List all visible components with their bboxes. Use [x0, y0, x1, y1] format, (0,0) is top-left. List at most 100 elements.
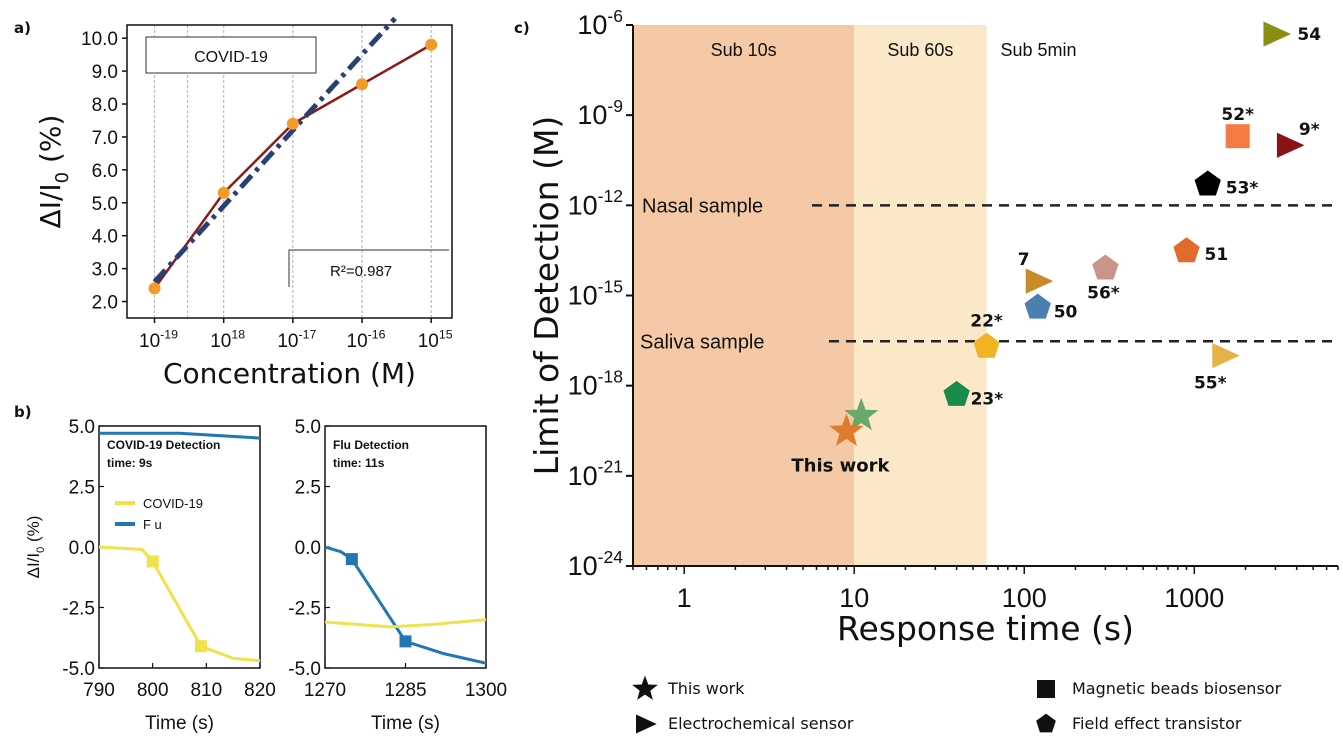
point-label: 55*: [1194, 374, 1227, 394]
panel-label-b: b): [14, 403, 32, 421]
point-label: 23*: [971, 390, 1004, 410]
point-label: 51: [1205, 245, 1229, 265]
data-point-22: [973, 332, 1000, 358]
y-tick-label: 0.0: [295, 538, 321, 559]
data-point-a: [425, 38, 438, 51]
x-tick-label: 1: [677, 583, 692, 613]
data-point-50: [1024, 293, 1051, 319]
x-tick-label: 10: [839, 583, 869, 613]
label-box-a: [145, 36, 317, 74]
x-tick-label: 800: [137, 680, 169, 701]
legend-marker-pentagon: [1036, 713, 1056, 733]
legend-marker-star: [632, 675, 658, 700]
x-tick-label: 1015: [418, 327, 453, 352]
x-tick-label: 1300: [465, 680, 507, 701]
x-tick-label: 1270: [304, 680, 346, 701]
inset-text: time: 11s: [333, 456, 385, 470]
zone-1: [854, 25, 987, 566]
y-tick-label: 10-18: [568, 367, 623, 401]
data-point-a: [356, 78, 369, 91]
point-label: 9*: [1299, 120, 1320, 140]
x-tick-label: 100: [1002, 583, 1047, 613]
y-tick-label: 10-21: [568, 457, 623, 491]
y-tick-label: 7.0: [92, 128, 118, 149]
point-label: 56*: [1087, 283, 1120, 303]
chart-c: Sub 10s Sub 60s Sub 5min Nasal sample Saliva…: [527, 6, 1339, 648]
y-tick-label: 3.0: [92, 260, 118, 281]
y-tick-label: 6.0: [92, 161, 118, 182]
y-tick-label: 4.0: [92, 227, 118, 248]
y-tick-label: 0.0: [69, 538, 95, 559]
x-tick-label: 10-16: [347, 327, 386, 352]
data-point-52: [1225, 124, 1250, 149]
data-point-54: [1263, 21, 1292, 47]
legend-label: Magnetic beads biosensor: [1072, 679, 1282, 698]
x-tick-label: 1000: [1164, 583, 1224, 613]
series-line-0: [324, 545, 487, 665]
label-box-text: COVID-19: [194, 49, 268, 66]
data-point-56: [1092, 254, 1119, 280]
y-tick-label: 2.5: [295, 478, 321, 499]
zone-label: Sub 5min: [1001, 40, 1077, 60]
fit-line-a: [152, 16, 397, 284]
y-tick-label: -2.5: [288, 599, 321, 620]
data-point-53: [1194, 170, 1221, 196]
legend-label: Electrochemical sensor: [668, 714, 854, 733]
x-tick-label: 1285: [384, 680, 426, 701]
y-tick-label: 2.5: [69, 478, 95, 499]
y-axis-title-b: ΔI/I0 (%): [24, 516, 47, 579]
series-line-1: [324, 618, 487, 629]
y-tick-label: 2.0: [92, 293, 118, 314]
legend-label: COVID-19: [143, 496, 203, 511]
panel-label-a: a): [14, 19, 31, 37]
y-tick-label: 10-15: [568, 276, 624, 310]
data-point-a: [148, 282, 161, 295]
y-tick-label: -5.0: [288, 659, 321, 680]
y-tick-label: 10-9: [577, 96, 623, 130]
reference-line-label: Nasal sample: [642, 195, 763, 217]
zone-label: Sub 60s: [887, 40, 953, 60]
zone-label: Sub 10s: [711, 40, 777, 60]
inset-text: time: 9s: [107, 456, 153, 470]
legend-label: Field effect transistor: [1072, 714, 1242, 733]
legend-marker-triangle: [636, 714, 657, 734]
y-tick-label: 5.0: [92, 194, 118, 215]
y-axis-title-c: Limit of Detection (M): [527, 116, 566, 476]
zone-2: [986, 25, 1106, 566]
r2-box-a: [288, 249, 449, 287]
point-label: 54: [1297, 25, 1321, 45]
x-tick-label: 790: [83, 680, 115, 701]
legend-label: F u: [143, 517, 162, 532]
series-line-0: [98, 545, 261, 663]
reference-line-label: Saliva sample: [640, 331, 765, 353]
x-tick-label: 10-19: [139, 327, 178, 352]
x-tick-label: 1018: [210, 327, 245, 352]
data-marker: [146, 555, 159, 568]
y-tick-label: 5.0: [295, 417, 321, 438]
series-line-1: [99, 431, 261, 440]
data-point-Thiswork: [829, 413, 864, 446]
x-axis-title: Time (s): [145, 713, 214, 734]
data-marker: [194, 640, 207, 653]
data-marker: [399, 635, 412, 648]
y-tick-label: 10-12: [568, 186, 623, 220]
point-label: 53*: [1226, 178, 1259, 198]
point-label: 22*: [970, 312, 1003, 332]
point-label: 7: [1018, 250, 1030, 270]
inset-text: Flu Detection: [333, 438, 409, 452]
x-axis-title-c: Response time (s): [837, 609, 1134, 648]
panel-label-c: c): [514, 19, 530, 37]
y-tick-label: 10-6: [577, 6, 623, 40]
zone-0: [633, 25, 855, 566]
legend-marker-square: [1037, 680, 1055, 698]
data-point-55: [1212, 343, 1240, 369]
x-tick-label: 820: [244, 680, 276, 701]
inset-text: COVID-19 Detection: [107, 438, 220, 452]
point-label: This work: [791, 455, 890, 476]
data-point-7: [1025, 268, 1054, 294]
data-point-star2: [844, 397, 879, 431]
y-tick-label: 8.0: [92, 95, 118, 116]
chart-c-legend: This work Magnetic beads biosensor Electro…: [632, 675, 1282, 734]
